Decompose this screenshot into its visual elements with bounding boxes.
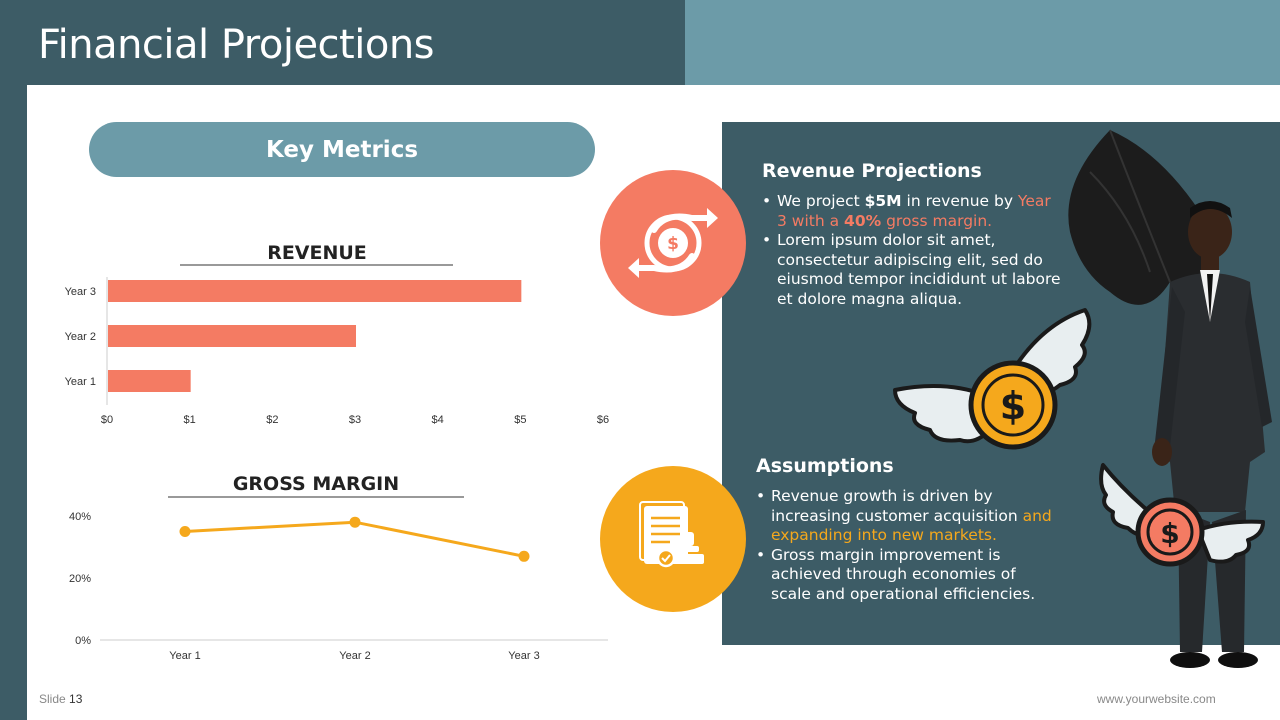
x-tick-label: $0 [101, 414, 113, 426]
chart-title: REVENUE [267, 242, 367, 264]
bullet-item: We project $5M in revenue by Year 3 with… [762, 192, 1062, 231]
assumptions-title: Assumptions [756, 455, 894, 477]
document-stamp-icon [639, 501, 704, 568]
x-tick-label: $6 [597, 414, 609, 426]
bullet-text: Gross margin improvement is achieved thr… [771, 545, 1036, 603]
winged-dollar-coin-icon: $ [1099, 463, 1265, 567]
y-tick-label: 0% [75, 635, 91, 647]
y-tick-label: Year 3 [65, 286, 96, 298]
left-side-band [0, 85, 27, 720]
bullet-item: Gross margin improvement is achieved thr… [756, 546, 1056, 605]
svg-text:$: $ [667, 234, 679, 254]
svg-text:$: $ [1160, 517, 1179, 550]
x-tick-label: Year 3 [508, 650, 539, 662]
chart-title: GROSS MARGIN [233, 473, 399, 495]
gross-margin-point [518, 550, 530, 562]
bullet-text: Lorem ipsum dolor sit amet, consectetur … [777, 231, 1061, 308]
bullet-item: Lorem ipsum dolor sit amet, consectetur … [762, 231, 1062, 309]
svg-text:$: $ [1000, 384, 1026, 428]
x-tick-label: $1 [184, 414, 196, 426]
revenue-bar [108, 370, 191, 392]
revenue-bar [108, 280, 522, 302]
key-metrics-pill: Key Metrics [89, 122, 595, 177]
x-tick-label: $3 [349, 414, 361, 426]
bullet-text: We project [777, 192, 865, 210]
y-tick-label: 40% [69, 511, 91, 523]
slide-number: Slide 13 [39, 692, 83, 706]
y-tick-label: 20% [69, 573, 91, 585]
bullet-text: and expanding into new markets. [771, 506, 1052, 545]
revenue-bar [108, 325, 356, 347]
money-cycle-icon: $ [628, 208, 718, 278]
y-tick-label: Year 1 [65, 376, 96, 388]
website-url: www.yourwebsite.com [1097, 692, 1216, 706]
x-tick-label: Year 1 [169, 650, 200, 662]
bullet-text: Year 3 with a [777, 192, 1051, 230]
header-accent-band [685, 0, 1280, 85]
assumptions-bullets: Revenue growth is driven by increasing c… [756, 487, 1056, 604]
revenue-projections-title: Revenue Projections [762, 160, 982, 182]
bullet-text: in revenue by [901, 192, 1018, 210]
x-tick-label: $5 [514, 414, 526, 426]
x-tick-label: Year 2 [339, 650, 370, 662]
x-tick-label: $2 [266, 414, 278, 426]
gross-margin-point [179, 526, 191, 537]
gross-margin-point [349, 516, 361, 528]
bullet-text: gross margin. [881, 211, 993, 230]
y-tick-label: Year 2 [65, 331, 96, 343]
x-tick-label: $4 [432, 414, 444, 426]
revenue-chart: REVENUE Year 1 Year 2 Year 3 $0 $1 $2 $3 $4 $5 $6 [65, 242, 610, 426]
gross-margin-chart: GROSS MARGIN 0% 20% 40% Year 1 Year 2 Year 3 [69, 473, 608, 662]
bullet-text: $5M [864, 192, 902, 210]
header-band [0, 0, 685, 85]
revenue-projections-bullets: We project $5M in revenue by Year 3 with… [762, 192, 1062, 309]
page-title: Financial Projections [38, 22, 435, 68]
bullet-text: 40% [844, 211, 882, 230]
bullet-item: Revenue growth is driven by increasing c… [756, 487, 1056, 546]
winged-dollar-coin-icon: $ [893, 308, 1092, 450]
bullet-text: Revenue growth is driven by increasing c… [771, 487, 1023, 525]
